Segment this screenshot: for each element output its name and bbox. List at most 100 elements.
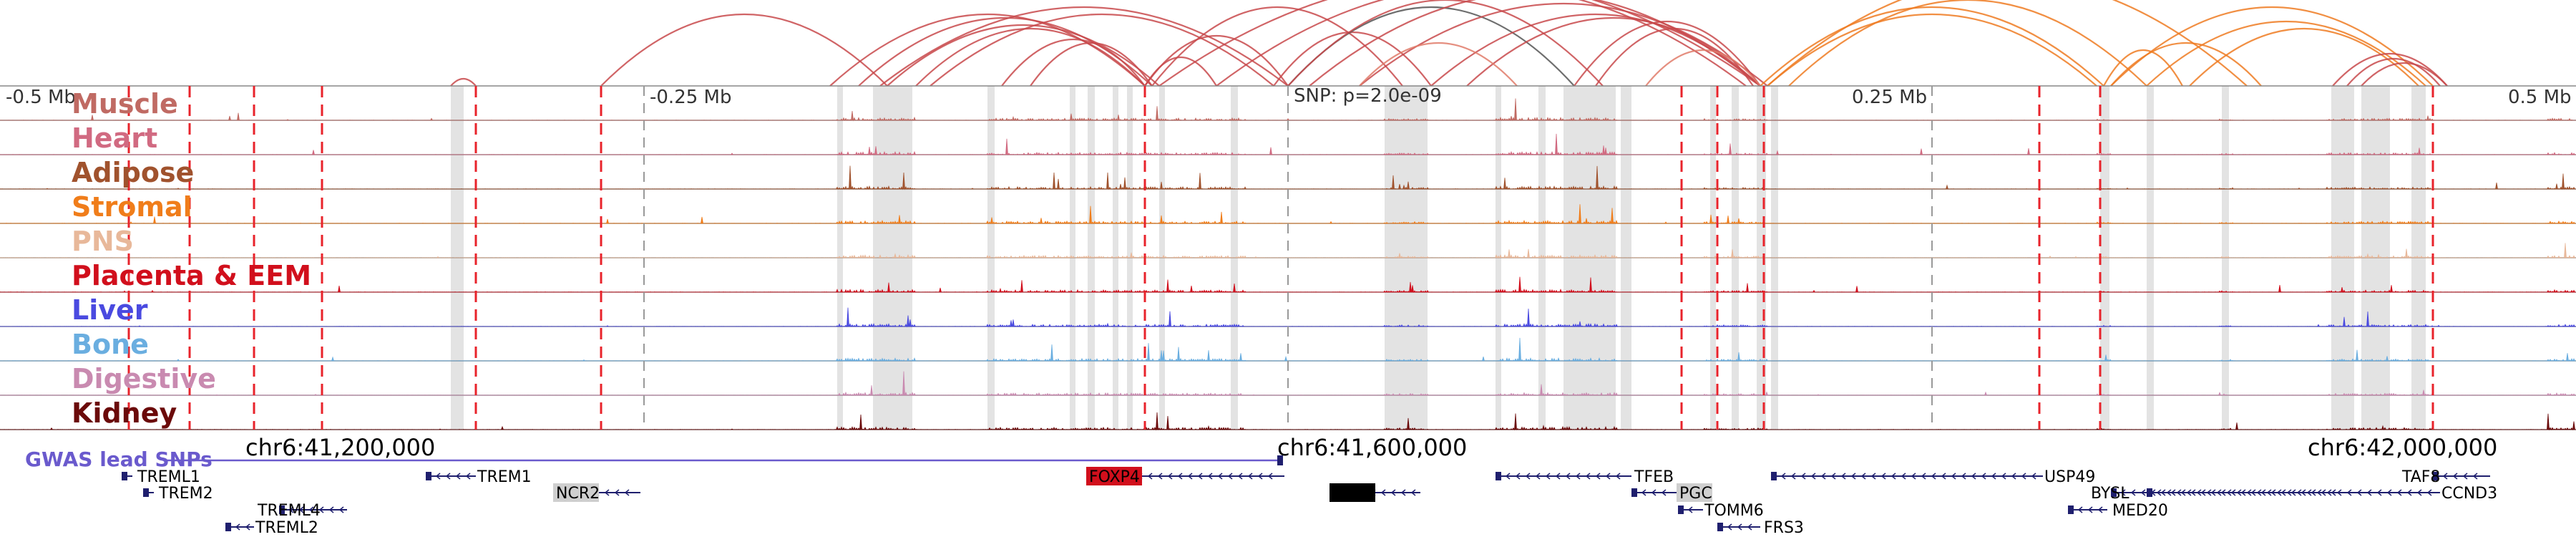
strand-arrow [2216, 489, 2222, 496]
interaction-arc [1287, 6, 1575, 87]
signal-track-bone [0, 337, 2576, 362]
strand-arrow [1177, 473, 1183, 480]
strand-arrow [2462, 473, 2468, 480]
signal-track-liver [0, 307, 2576, 328]
strand-arrow [1651, 489, 1657, 496]
interaction-arc [1760, 6, 2104, 87]
strand-arrow [1217, 473, 1223, 480]
gene-tfeb[interactable]: TFEB [1495, 468, 1674, 486]
exon-block [2111, 488, 2117, 497]
strand-arrow [2266, 489, 2272, 496]
gene-label: PGC [1679, 485, 1712, 503]
strand-arrow [1555, 473, 1561, 480]
gene-taf8[interactable]: TAF8 [2401, 468, 2490, 486]
signal-track-muscle [0, 98, 2576, 122]
gene-highlight-box [553, 483, 599, 502]
gene-trem2[interactable]: TREM2 [142, 485, 213, 503]
gene-frs3[interactable]: FRS3 [1717, 519, 1804, 537]
gene-foxp4[interactable]: FOXP4 [1086, 467, 1284, 486]
strand-arrow [1961, 473, 1966, 480]
exon-block [279, 505, 285, 514]
strand-arrow [2306, 489, 2312, 496]
strand-arrow [1565, 473, 1571, 480]
gene-pgc[interactable]: PGC [1631, 483, 1712, 503]
interaction-arc [930, 14, 1274, 87]
coordinate-label-1: chr6:41,200,000 [245, 434, 435, 461]
gene-med20[interactable]: MED20 [2067, 502, 2168, 520]
track-label: Digestive [72, 363, 216, 395]
strand-arrow [1410, 489, 1416, 496]
strand-arrow [328, 506, 334, 513]
strand-arrow [318, 506, 324, 513]
interaction-arc [1574, 20, 1761, 87]
strand-arrow [1525, 473, 1531, 480]
interaction-arc [1144, 57, 1217, 87]
gene-tomm6[interactable]: TOMM6 [1677, 502, 1764, 520]
strand-arrow [2186, 489, 2192, 496]
interaction-arc [600, 14, 888, 87]
track-label: Muscle [72, 88, 178, 120]
axis-label-left: -0.5 Mb [6, 87, 76, 108]
strand-arrow [298, 506, 304, 513]
gene-ccnd3[interactable]: CCND3 [2146, 485, 2497, 503]
strand-arrow [288, 506, 294, 513]
strand-arrow [1981, 473, 1986, 480]
gene-label: TFEB [1634, 468, 1674, 486]
interaction-arc [2332, 53, 2448, 87]
track-label: Adipose [72, 157, 194, 188]
exon-block [1631, 488, 1637, 497]
strand-arrow [1850, 473, 1856, 480]
strand-arrow [1207, 473, 1213, 480]
interaction-arc [1287, 0, 1604, 87]
strand-arrow [1880, 473, 1886, 480]
strand-arrow [1227, 473, 1233, 480]
gene-trem1[interactable]: TREM1 [425, 468, 532, 486]
interaction-arc [1767, 13, 2097, 87]
gene-label: BYSL [2091, 485, 2129, 503]
gene-highlight-box [1677, 483, 1712, 502]
strand-arrow [1267, 473, 1273, 480]
gwas-lead-snps-label: GWAS lead SNPs [25, 448, 213, 471]
gene-treml4[interactable]: TREML4 [257, 502, 347, 520]
gene-highlight-box [1086, 467, 1142, 485]
interaction-arc [858, 17, 1153, 87]
track-label: Liver [72, 294, 148, 326]
gene-usp49[interactable]: USP49 [1770, 468, 2095, 486]
strand-arrow [2226, 489, 2232, 496]
gene-ncr2[interactable]: NCR2 [553, 483, 640, 503]
strand-arrow [2097, 506, 2103, 513]
strand-arrow [435, 473, 441, 480]
interaction-arc [2146, 20, 2426, 87]
gene-label: MDFI [1332, 485, 1372, 503]
signal-track-pns [0, 243, 2576, 259]
strand-arrow [1157, 473, 1163, 480]
strand-arrow [2206, 489, 2212, 496]
strand-arrow [1167, 473, 1173, 480]
exon-block [1717, 523, 1723, 531]
strand-arrow [1687, 506, 1693, 513]
gene-label: TAF8 [2401, 468, 2440, 486]
strand-arrow [2256, 489, 2262, 496]
strand-arrow [1727, 523, 1732, 531]
interaction-arc [915, 28, 1146, 87]
strand-arrow [1921, 473, 1926, 480]
strand-arrow [2346, 489, 2352, 496]
signal-track-heart [0, 133, 2576, 156]
gene-treml2[interactable]: TREML2 [225, 519, 318, 537]
strand-arrow [2276, 489, 2282, 496]
gene-label: CCND3 [2441, 485, 2497, 503]
interaction-arc [2346, 57, 2441, 87]
strand-arrow [2356, 489, 2362, 496]
strand-arrow [1991, 473, 1996, 480]
interaction-arcs [450, 0, 2448, 87]
strand-arrow [2442, 473, 2448, 480]
exon-block [1678, 505, 1684, 514]
strand-arrow [1901, 473, 1906, 480]
gene-mdfi[interactable]: MDFI [1330, 483, 1420, 503]
strand-arrow [2130, 489, 2136, 496]
strand-arrow [1971, 473, 1976, 480]
strand-arrow [1535, 473, 1541, 480]
gene-bysl[interactable]: BYSL [2091, 485, 2340, 503]
gene-treml1[interactable]: TREML1 [121, 468, 200, 486]
